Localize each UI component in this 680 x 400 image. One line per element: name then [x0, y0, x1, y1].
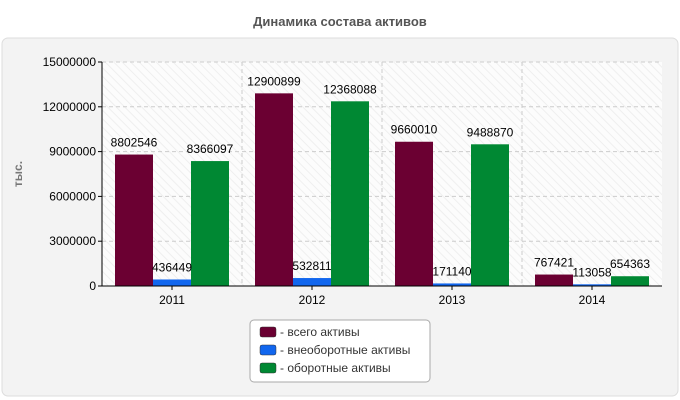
legend-label: - внеоборотные активы [280, 343, 410, 357]
data-label: 436449 [152, 260, 192, 274]
x-tick-label: 2013 [439, 293, 466, 307]
data-labels: 8802546 436449 8366097 12900899 532811 123680… [111, 74, 651, 279]
bars [115, 93, 649, 286]
legend-label: - всего активы [280, 325, 360, 339]
bar-3-2011 [191, 161, 229, 286]
bar-2-2013 [433, 283, 471, 286]
chart-title: Динамика состава активов [253, 14, 427, 29]
data-label: 8366097 [187, 142, 234, 156]
data-label: 9660010 [391, 123, 438, 137]
legend: - всего активы - внеоборотные активы - обо… [259, 325, 410, 375]
bar-2-2011 [153, 279, 191, 286]
data-label: 9488870 [467, 125, 514, 139]
y-axis-ticks: 0 3000000 6000000 9000000 12000000 15000000 [43, 55, 102, 293]
bar-3-2013 [471, 144, 509, 286]
y-tick-label: 12000000 [43, 100, 97, 114]
bar-1-2011 [115, 154, 153, 286]
legend-swatch [259, 344, 277, 356]
bar-1-2013 [395, 141, 433, 286]
bar-2-2012 [293, 278, 331, 286]
x-tick-label: 2011 [159, 293, 185, 307]
y-tick-label: 15000000 [43, 55, 97, 69]
legend-label: - оборотные активы [280, 361, 391, 375]
data-label: 171140 [432, 264, 471, 278]
legend-swatch [259, 362, 277, 374]
data-label: 767421 [534, 256, 574, 270]
data-label: 12368088 [323, 82, 377, 96]
legend-box [249, 319, 431, 383]
bar-2-2014 [573, 284, 611, 286]
data-label: 8802546 [111, 136, 158, 150]
x-tick-label: 2014 [579, 293, 606, 307]
x-tick-label: 2012 [299, 293, 326, 307]
data-label: 532811 [292, 259, 331, 273]
y-tick-label: 3000000 [49, 234, 96, 248]
y-tick-label: 0 [89, 279, 96, 293]
bar-1-2012 [255, 93, 293, 286]
legend-swatch [259, 326, 277, 338]
data-label: 654363 [610, 257, 650, 271]
x-axis-ticks: 2011 2012 2013 2014 [159, 286, 606, 307]
data-label: 113058 [572, 265, 611, 279]
bar-3-2012 [331, 101, 369, 286]
data-label: 12900899 [247, 74, 301, 88]
y-axis-label: тыс. [11, 161, 25, 187]
y-tick-label: 9000000 [49, 145, 96, 159]
y-tick-label: 6000000 [49, 189, 96, 203]
bar-3-2014 [611, 276, 649, 286]
bar-1-2014 [535, 274, 573, 286]
